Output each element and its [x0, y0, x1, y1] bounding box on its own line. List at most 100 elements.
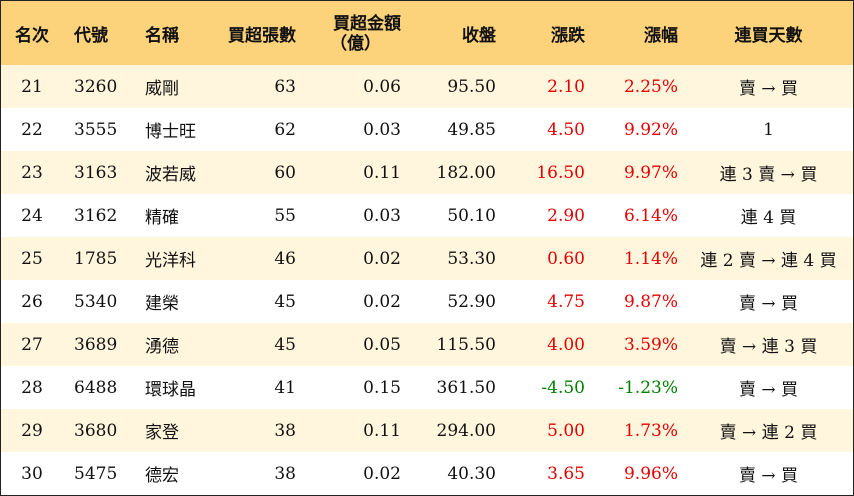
cell-name: 德宏: [145, 466, 179, 486]
table-row[interactable]: 21 3260 威剛 63 0.06 95.50 2.10 2.25% 賣 → 買: [1, 65, 853, 108]
cell-change-pct: 2.25%: [623, 76, 678, 97]
cell-name: 光洋科: [145, 251, 196, 271]
header-net-amount-title: 買超金額: [333, 14, 401, 34]
table-row[interactable]: 25 1785 光洋科 46 0.02 53.30 0.60 1.14% 連 2 賣 → 連 4…: [1, 237, 853, 280]
cell-change: 2.10: [547, 76, 585, 97]
cell-net-amount: 0.03: [363, 119, 401, 140]
cell-net-amount: 0.11: [363, 420, 401, 441]
cell-name: 波若威: [145, 165, 196, 185]
cell-change-pct: -1.23%: [618, 377, 678, 398]
table-row[interactable]: 24 3162 精確 55 0.03 50.10 2.90 6.14% 連 4 買: [1, 194, 853, 237]
cell-net-amount: 0.15: [363, 377, 401, 398]
cell-change-pct: 1.73%: [623, 420, 678, 441]
cell-code: 3162: [74, 205, 118, 226]
cell-rank: 27: [21, 334, 43, 355]
cell-net-lots: 45: [274, 291, 296, 312]
header-streak[interactable]: 連買天數: [734, 25, 803, 46]
cell-rank: 24: [21, 205, 43, 226]
header-net-amount-unit: （億）: [330, 34, 381, 54]
table-row[interactable]: 22 3555 博士旺 62 0.03 49.85 4.50 9.92% 1: [1, 108, 853, 151]
cell-change-pct: 9.97%: [623, 162, 678, 183]
cell-close: 50.10: [447, 205, 496, 226]
header-code[interactable]: 代號: [74, 25, 108, 46]
cell-streak: 連 2 賣 → 連 4 買: [700, 251, 837, 271]
cell-name: 家登: [145, 423, 179, 443]
cell-rank: 28: [21, 377, 43, 398]
cell-rank: 29: [21, 420, 43, 441]
cell-net-lots: 45: [274, 334, 296, 355]
table-body: 21 3260 威剛 63 0.06 95.50 2.10 2.25% 賣 → 買 22 3555 博…: [1, 65, 853, 495]
cell-streak: 賣 → 連 3 買: [719, 337, 818, 357]
cell-net-lots: 63: [274, 76, 296, 97]
cell-change-pct: 3.59%: [623, 334, 678, 355]
cell-change-pct: 9.87%: [623, 291, 678, 312]
cell-net-amount: 0.06: [363, 76, 401, 97]
cell-change: 2.90: [547, 205, 585, 226]
table-row[interactable]: 30 5475 德宏 38 0.02 40.30 3.65 9.96% 賣 → 買: [1, 452, 853, 495]
cell-net-amount: 0.02: [363, 291, 401, 312]
cell-net-amount: 0.02: [363, 248, 401, 269]
cell-code: 5475: [74, 463, 118, 484]
header-change[interactable]: 漲跌: [551, 25, 585, 46]
cell-streak: 連 3 賣 → 買: [719, 165, 818, 185]
cell-net-lots: 41: [274, 377, 296, 398]
cell-code: 3260: [74, 76, 118, 97]
table-row[interactable]: 27 3689 湧德 45 0.05 115.50 4.00 3.59% 賣 → 連 3 買: [1, 323, 853, 366]
cell-change: 16.50: [536, 162, 585, 183]
cell-name: 湧德: [145, 337, 179, 357]
cell-code: 1785: [74, 248, 118, 269]
cell-change-pct: 9.92%: [623, 119, 678, 140]
header-change-pct[interactable]: 漲幅: [644, 25, 678, 46]
cell-code: 3163: [74, 162, 118, 183]
cell-close: 294.00: [436, 420, 496, 441]
cell-code: 5340: [74, 291, 118, 312]
cell-rank: 26: [21, 291, 43, 312]
cell-net-lots: 46: [274, 248, 296, 269]
cell-close: 52.90: [447, 291, 496, 312]
cell-name: 威剛: [145, 79, 179, 99]
cell-change: 3.65: [547, 463, 585, 484]
cell-close: 361.50: [436, 377, 496, 398]
cell-change-pct: 9.96%: [623, 463, 678, 484]
cell-streak: 賣 → 買: [738, 466, 799, 486]
cell-change: 4.00: [547, 334, 585, 355]
cell-name: 環球晶: [145, 380, 196, 400]
header-net-lots[interactable]: 買超張數: [228, 25, 296, 46]
table-row[interactable]: 29 3680 家登 38 0.11 294.00 5.00 1.73% 賣 → 連 2 買: [1, 409, 853, 452]
cell-change: 4.75: [547, 291, 585, 312]
cell-change-pct: 6.14%: [623, 205, 678, 226]
cell-change: 4.50: [547, 119, 585, 140]
header-rank[interactable]: 名次: [15, 25, 49, 46]
cell-close: 49.85: [447, 119, 496, 140]
table-row[interactable]: 28 6488 環球晶 41 0.15 361.50 -4.50 -1.23% 賣 → 買: [1, 366, 853, 409]
cell-rank: 30: [21, 463, 43, 484]
cell-streak: 賣 → 買: [738, 294, 799, 314]
header-close[interactable]: 收盤: [462, 25, 496, 46]
cell-change: 0.60: [547, 248, 585, 269]
cell-rank: 23: [21, 162, 43, 183]
cell-streak: 1: [763, 119, 774, 140]
cell-change-pct: 1.14%: [623, 248, 678, 269]
cell-close: 95.50: [447, 76, 496, 97]
cell-name: 建榮: [145, 294, 179, 314]
cell-net-lots: 60: [274, 162, 296, 183]
header-name[interactable]: 名稱: [145, 25, 179, 46]
table-header-row: 名次 代號 名稱 買超張數 買超金額 （億） 收盤 漲跌 漲幅 連買天數: [1, 1, 853, 65]
cell-rank: 25: [21, 248, 43, 269]
cell-streak: 連 4 買: [740, 208, 797, 228]
table-row[interactable]: 23 3163 波若威 60 0.11 182.00 16.50 9.97% 連 3 賣 → 買: [1, 151, 853, 194]
cell-net-lots: 38: [274, 463, 296, 484]
table-row[interactable]: 26 5340 建榮 45 0.02 52.90 4.75 9.87% 賣 → 買: [1, 280, 853, 323]
cell-name: 博士旺: [145, 122, 196, 142]
cell-change: -4.50: [541, 377, 585, 398]
cell-close: 115.50: [436, 334, 496, 355]
cell-net-amount: 0.02: [363, 463, 401, 484]
cell-streak: 賣 → 買: [738, 380, 799, 400]
header-net-amount[interactable]: 買超金額 （億）: [305, 12, 408, 54]
cell-net-lots: 55: [274, 205, 296, 226]
cell-net-amount: 0.03: [363, 205, 401, 226]
cell-close: 53.30: [447, 248, 496, 269]
cell-streak: 賣 → 連 2 買: [719, 423, 818, 443]
cell-net-amount: 0.11: [363, 162, 401, 183]
